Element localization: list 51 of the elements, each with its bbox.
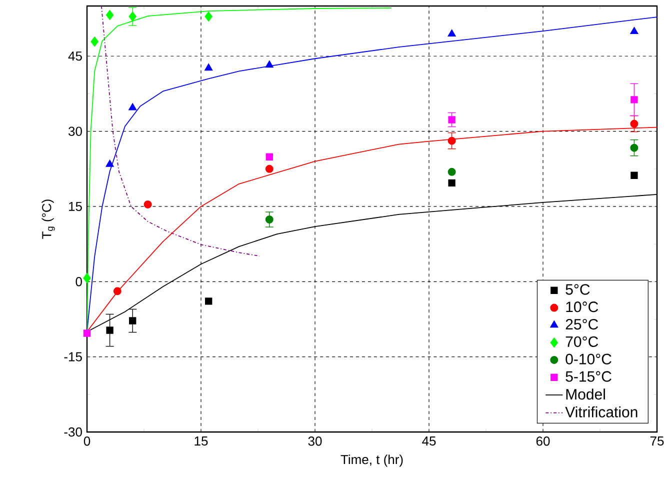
point — [83, 273, 91, 284]
legend-label: 25°C — [566, 318, 598, 330]
line-series — [100, 6, 260, 257]
point — [630, 172, 638, 179]
x-tick-label: 60 — [536, 436, 550, 446]
x-axis-title: Time, t (hr) — [340, 454, 403, 467]
point — [83, 330, 91, 337]
point — [128, 12, 136, 22]
point — [205, 298, 212, 305]
y-tick-label: 15 — [68, 202, 82, 212]
point — [448, 116, 456, 124]
point — [630, 96, 638, 104]
legend-label: Vitrification — [565, 406, 638, 418]
y-tick-label: -15 — [64, 352, 82, 362]
legend-label: Model — [566, 388, 605, 400]
point — [448, 29, 456, 37]
y-tick-label: 45 — [68, 52, 82, 61]
point — [106, 10, 114, 20]
point — [113, 287, 122, 296]
y-tick-label: 30 — [68, 126, 82, 136]
point — [448, 179, 456, 186]
point — [128, 103, 137, 110]
legend-label: 5-15°C — [566, 371, 612, 382]
legend-label: 0-10°C — [566, 354, 612, 364]
point — [448, 136, 456, 145]
point — [204, 12, 212, 22]
point — [448, 168, 456, 176]
y-axis-title: T$_{g}$ (°C) — [42, 200, 55, 239]
x-tick-label: 0 — [84, 436, 90, 446]
point — [265, 164, 274, 173]
point — [144, 200, 152, 208]
y-tick-label: 0 — [76, 277, 82, 286]
point — [265, 216, 274, 224]
point — [106, 326, 114, 334]
legend-label: 5°C — [566, 284, 590, 295]
point — [129, 317, 136, 324]
point — [204, 64, 213, 71]
point — [265, 60, 274, 68]
x-tick-label: 15 — [194, 436, 208, 446]
point — [630, 120, 638, 128]
x-tick-label: 45 — [422, 436, 436, 446]
legend-label: 10°C — [566, 302, 598, 312]
point — [90, 36, 98, 47]
point — [106, 160, 114, 167]
y-tick-label: -30 — [64, 427, 82, 437]
x-tick-label: 30 — [308, 436, 322, 446]
legend-label: 70°C — [566, 336, 598, 347]
point — [630, 144, 638, 152]
point — [266, 153, 273, 160]
x-tick-label: 75 — [650, 436, 664, 446]
point — [630, 26, 638, 34]
